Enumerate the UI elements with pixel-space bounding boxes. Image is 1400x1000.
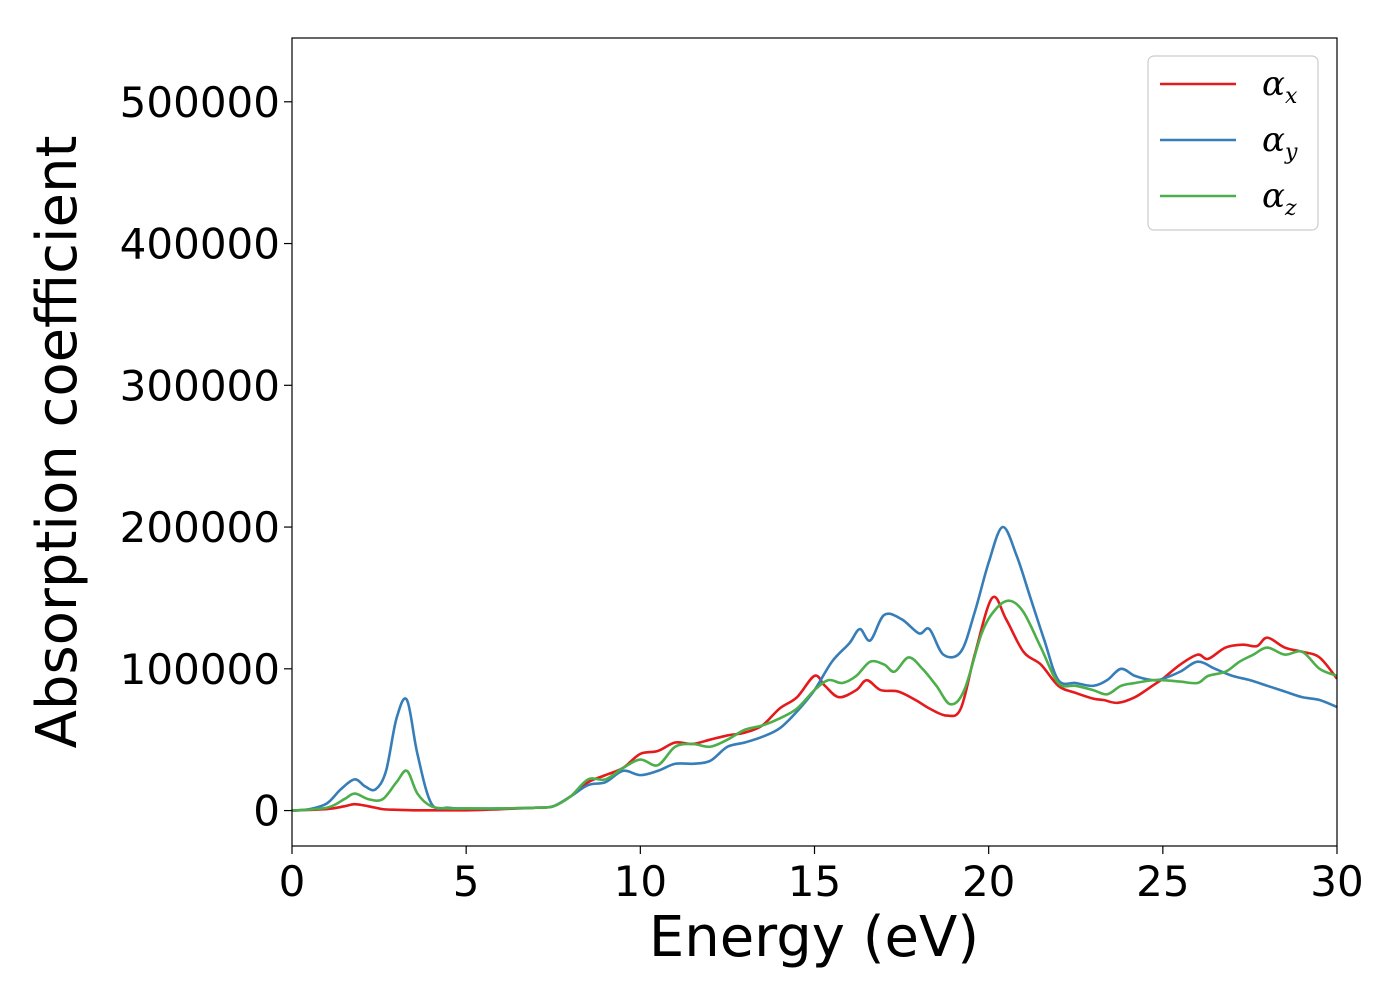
legend-label-base: α [1262,64,1285,104]
legend-label-y: αy [1262,120,1298,165]
legend-label-base: α [1262,176,1285,216]
y-tick-label: 500000 [120,78,280,127]
x-tick-label: 10 [614,857,667,906]
legend-label-x: αx [1262,64,1298,109]
series-line-z [292,599,1337,812]
legend-label-sub: z [1284,196,1297,221]
x-tick-label: 20 [962,857,1015,906]
legend-label-base: α [1262,120,1285,160]
x-tick-label: 5 [453,857,480,906]
y-tick-label: 300000 [120,361,280,410]
x-tick-label: 30 [1310,857,1363,906]
y-tick-label: 0 [253,787,280,836]
x-tick-label: 25 [1136,857,1189,906]
y-tick-label: 200000 [120,503,280,552]
x-axis-title: Energy (eV) [649,905,979,970]
x-tick-label: 0 [279,857,306,906]
y-tick-label: 100000 [120,645,280,694]
legend-label-z: αz [1262,176,1297,221]
series-layer [292,525,1337,812]
x-tick-label: 15 [788,857,841,906]
x-axis: 0 5 10 15 20 25 30 [279,846,1364,906]
legend-box [1147,55,1319,231]
legend-label-sub: y [1284,140,1298,165]
y-axis-title: Absorption coefficient [25,136,90,749]
y-axis: 0 100000 200000 300000 400000 500000 [120,78,292,836]
y-tick-label: 400000 [120,220,280,269]
legend-label-sub: x [1285,84,1298,109]
